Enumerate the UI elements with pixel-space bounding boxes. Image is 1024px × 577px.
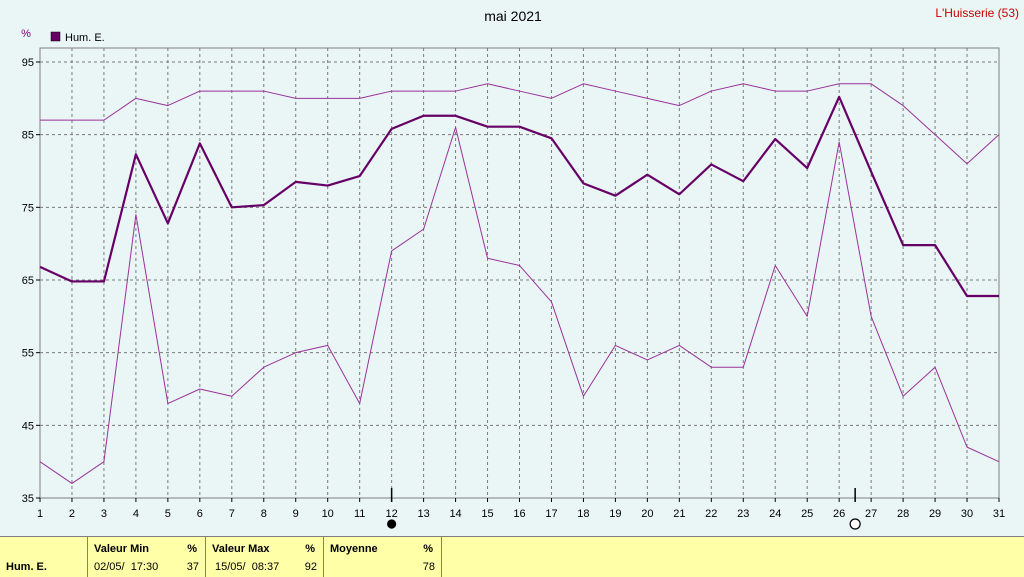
- x-tick-label: 10: [322, 508, 334, 520]
- x-tick-label: 26: [833, 508, 845, 520]
- max-date: 15/05/ 08:37: [215, 561, 280, 573]
- avg-header: Moyenne: [330, 543, 378, 555]
- x-tick-label: 30: [961, 508, 973, 520]
- series-line-mean: [39, 95, 999, 298]
- max-value: 92: [304, 561, 317, 573]
- x-tick-label: 15: [481, 508, 493, 520]
- y-unit-label: %: [21, 28, 31, 40]
- x-tick-label: 17: [545, 508, 557, 520]
- x-tick-label: 22: [705, 508, 717, 520]
- y-tick-label: 85: [22, 130, 34, 142]
- x-tick-label: 3: [101, 508, 107, 520]
- footer-avg-cell: Moyenne % 78: [324, 537, 442, 577]
- x-tick-label: 8: [261, 508, 267, 520]
- new-moon-icon: [387, 519, 397, 529]
- x-tick-label: 4: [133, 508, 139, 520]
- x-tick-label: 19: [609, 508, 621, 520]
- series-line-max: [40, 83, 1000, 165]
- x-tick-label: 31: [993, 508, 1005, 520]
- x-tick-label: 7: [229, 508, 235, 520]
- x-tick-label: 13: [417, 508, 429, 520]
- x-tick-label: 24: [769, 508, 781, 520]
- x-tick-label: 9: [293, 508, 299, 520]
- chart-title: mai 2021: [484, 8, 542, 24]
- x-tick-label: 16: [513, 508, 525, 520]
- x-tick-label: 18: [577, 508, 589, 520]
- x-tick-label: 28: [897, 508, 909, 520]
- stats-footer: Hum. E. Valeur Min % 02/05/ 17:30 37 Val…: [0, 536, 1024, 577]
- min-date: 02/05/ 17:30: [94, 561, 159, 573]
- plot-area: 1 2 3 4 5 6 7 8 9 10 11 12 13 14 15 16 17 18 19 20 21 22 23 24 2…: [22, 47, 1005, 530]
- min-unit: %: [187, 543, 197, 555]
- x-tick-label: 20: [641, 508, 653, 520]
- footer-row-label-cell: Hum. E.: [0, 537, 88, 577]
- station-label: L'Huisserie (53): [935, 6, 1019, 20]
- x-tick-label: 2: [69, 508, 75, 520]
- footer-max-cell: Valeur Max % 15/05/ 08:37 92: [206, 537, 324, 577]
- min-value: 37: [186, 561, 199, 573]
- legend-label: Hum. E.: [65, 32, 105, 44]
- x-tick-label: 29: [929, 508, 941, 520]
- legend-swatch: [50, 31, 61, 42]
- y-tick-label: 45: [22, 420, 34, 432]
- y-tick-label: 75: [22, 202, 34, 214]
- x-tick-label: 14: [449, 508, 461, 520]
- x-tick-label: 23: [737, 508, 749, 520]
- x-tick-label: 11: [354, 508, 365, 520]
- x-tick-label: 21: [673, 508, 685, 520]
- avg-value: 78: [422, 561, 435, 573]
- full-moon-icon: [849, 518, 861, 530]
- footer-empty-cell: [442, 537, 1024, 577]
- x-tick-label: 27: [865, 508, 877, 520]
- avg-unit: %: [423, 543, 433, 555]
- footer-min-cell: Valeur Min % 02/05/ 17:30 37: [88, 537, 206, 577]
- min-header: Valeur Min: [94, 543, 150, 555]
- x-tick-label: 12: [386, 508, 398, 520]
- x-tick-label: 1: [37, 508, 43, 520]
- max-header: Valeur Max: [212, 543, 270, 555]
- y-tick-label: 95: [22, 57, 34, 69]
- max-unit: %: [305, 543, 315, 555]
- x-tick-label: 6: [197, 508, 203, 520]
- footer-row-label: Hum. E.: [6, 561, 47, 573]
- y-tick-label: 65: [22, 275, 34, 287]
- series-line-min: [39, 126, 1000, 484]
- x-tick-label: 25: [801, 508, 813, 520]
- x-tick-label: 5: [165, 508, 171, 520]
- y-tick-label: 55: [22, 348, 34, 360]
- y-tick-label: 35: [22, 493, 34, 505]
